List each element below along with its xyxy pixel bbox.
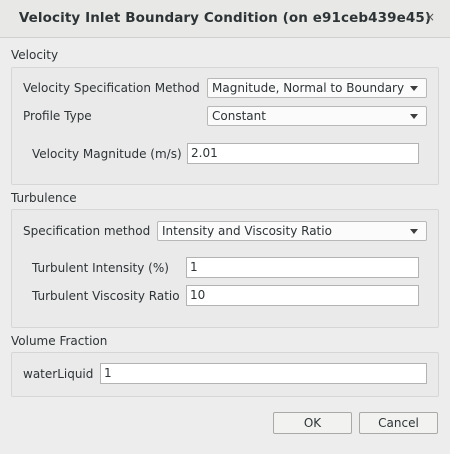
profile-type-dropdown[interactable]: Constant: [207, 106, 427, 126]
velocity-group: Velocity Specification Method Magnitude,…: [11, 67, 439, 185]
turbulent-intensity-value: 1: [190, 260, 198, 274]
chevron-down-icon: [410, 229, 418, 234]
velocity-magnitude-input[interactable]: 2.01: [187, 143, 419, 164]
title-bar: Velocity Inlet Boundary Condition (on e9…: [0, 0, 450, 38]
turbulent-viscosity-ratio-input[interactable]: 10: [186, 285, 419, 306]
velocity-section-title: Velocity: [11, 48, 59, 62]
volume-fraction-section-title: Volume Fraction: [11, 334, 108, 348]
turbulent-viscosity-ratio-value: 10: [190, 288, 206, 302]
chevron-down-icon: [410, 86, 418, 91]
profile-type-value: Constant: [212, 109, 266, 123]
velocity-magnitude-value: 2.01: [191, 146, 218, 160]
turbulent-intensity-label: Turbulent Intensity (%): [32, 261, 169, 275]
velocity-magnitude-label: Velocity Magnitude (m/s): [32, 147, 182, 161]
chevron-down-icon: [410, 114, 418, 119]
water-liquid-label: waterLiquid: [23, 367, 94, 381]
volume-fraction-group: waterLiquid 1: [11, 352, 439, 397]
turbulence-spec-method-value: Intensity and Viscosity Ratio: [162, 224, 332, 238]
cancel-button[interactable]: Cancel: [359, 412, 438, 434]
turbulence-spec-method-dropdown[interactable]: Intensity and Viscosity Ratio: [157, 221, 427, 241]
velocity-spec-method-label: Velocity Specification Method: [23, 81, 200, 95]
profile-type-label: Profile Type: [23, 109, 92, 123]
turbulence-section-title: Turbulence: [11, 191, 77, 205]
window-title: Velocity Inlet Boundary Condition (on e9…: [18, 10, 432, 26]
water-liquid-input[interactable]: 1: [100, 363, 427, 384]
turbulence-spec-method-label: Specification method: [23, 224, 151, 238]
turbulent-viscosity-ratio-label: Turbulent Viscosity Ratio: [32, 289, 180, 303]
velocity-spec-method-dropdown[interactable]: Magnitude, Normal to Boundary: [207, 78, 427, 98]
turbulent-intensity-input[interactable]: 1: [186, 257, 419, 278]
ok-button[interactable]: OK: [273, 412, 352, 434]
water-liquid-value: 1: [104, 366, 112, 380]
velocity-spec-method-value: Magnitude, Normal to Boundary: [212, 81, 405, 95]
close-icon[interactable]: ×: [424, 10, 436, 24]
turbulence-group: Specification method Intensity and Visco…: [11, 209, 439, 328]
